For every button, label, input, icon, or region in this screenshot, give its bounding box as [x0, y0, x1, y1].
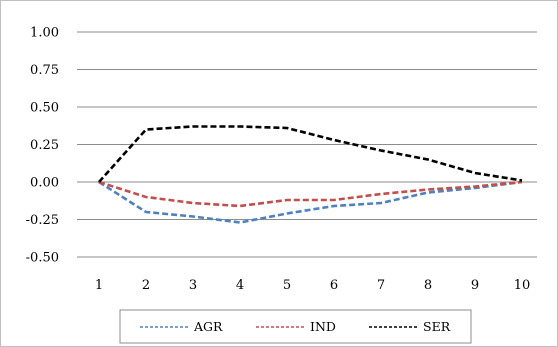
x-tick-label: 5	[283, 278, 291, 293]
series-line-agr	[98, 180, 523, 224]
y-axis-tick-labels: 1.00 0.75 0.50 0.25 0.00 -0.25 -0.50	[26, 26, 59, 266]
y-tick-label: 0.25	[30, 138, 59, 153]
x-tick-label: 1	[95, 278, 103, 293]
legend-box	[119, 309, 472, 344]
legend-label-agr: AGR	[193, 319, 223, 334]
y-tick-label: 0.00	[30, 176, 59, 191]
legend-label-ind: IND	[310, 319, 336, 334]
legend-label-ser: SER	[423, 319, 451, 334]
y-tick-label: -0.25	[26, 213, 59, 228]
legend: AGR IND SER	[119, 309, 472, 344]
y-tick-label: 1.00	[30, 26, 59, 41]
x-tick-label: 4	[236, 278, 244, 293]
x-axis-tick-labels: 1 2 3 4 5 6 7 8 9 10	[95, 278, 530, 293]
x-tick-label: 10	[514, 278, 531, 293]
x-tick-label: 3	[189, 278, 197, 293]
y-tick-label: 0.50	[30, 101, 59, 116]
y-tick-label: 0.75	[30, 63, 59, 78]
x-tick-label: 7	[377, 278, 385, 293]
x-tick-label: 6	[330, 278, 338, 293]
gridlines	[77, 31, 537, 258]
x-tick-label: 8	[424, 278, 432, 293]
x-tick-label: 2	[142, 278, 150, 293]
series-lines	[98, 125, 523, 224]
x-tick-label: 9	[471, 278, 479, 293]
series-line-ser	[98, 125, 523, 183]
y-tick-label: -0.50	[26, 251, 59, 266]
series-line-ind	[98, 180, 523, 208]
